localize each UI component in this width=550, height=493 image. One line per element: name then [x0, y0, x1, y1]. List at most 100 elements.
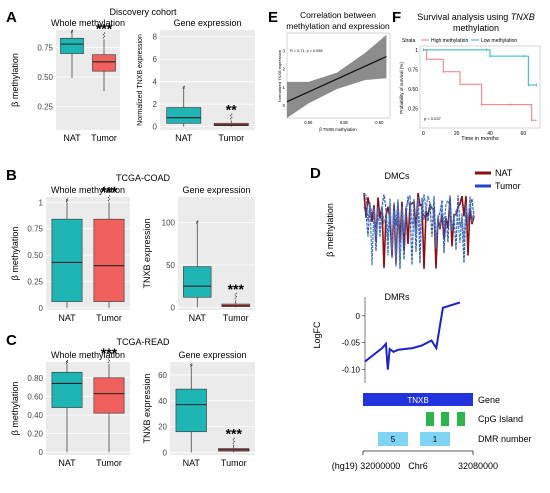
significance-stars: *** [101, 345, 118, 361]
km-curve-low [423, 49, 537, 86]
significance-stars: *** [96, 20, 113, 36]
y-tick-label: 0.20 [27, 430, 43, 439]
x-tick-label: NAT [63, 133, 81, 143]
y-tick-label: 0.50 [27, 251, 43, 260]
y-tick-label: 6 [153, 55, 158, 64]
dmr-logfc-line [364, 301, 461, 370]
e-xlabel: β TNXB methylation [319, 127, 357, 132]
f-legend-strata: Strata [402, 38, 416, 44]
e-annotation: R = 0.71, p = 0.058 [290, 49, 323, 53]
panel-letter-a: A [6, 9, 17, 26]
dmr-box-1 [420, 432, 450, 446]
y-tick-label: -0.05 [342, 339, 361, 348]
y-axis-label: TNXB expression [142, 373, 152, 443]
x-tick-label: NAT [183, 458, 201, 468]
chart-f-survival: Survival analysis using TNXB methylation… [399, 12, 541, 142]
confidence-band [287, 34, 387, 118]
dmc-ylabel: β methylation [325, 203, 335, 257]
chart-d-dmrs: DMRs LogFC 0 -0.05 -0.10 [312, 292, 461, 383]
y-tick-label: 3 [283, 49, 286, 54]
row-label-dmr: DMR number [478, 434, 532, 444]
box-chart-b-expression: 0 50 100 Gene expression TNXB expression NAT T… [142, 185, 255, 323]
gene-bar [363, 393, 473, 406]
x-tick-label: 0.50 [304, 120, 313, 125]
row-label-gene: Gene [478, 395, 500, 405]
dmc-legend-nat: NAT [495, 168, 513, 178]
y-tick-label: 2 [153, 100, 158, 109]
chart-title: Gene expression [178, 350, 246, 360]
y-tick-label: 0.50 [408, 87, 418, 93]
y-tick-label: 0.75 [27, 225, 43, 234]
x-tick-label: Tumor [218, 133, 244, 143]
y-tick-label: 0 [171, 303, 176, 312]
e-title-line1: Correlation between [300, 10, 376, 20]
y-tick-label: 0.60 [27, 392, 43, 401]
f-legend-low: Low methylation [481, 38, 517, 44]
y-tick-label: 0 [163, 448, 168, 457]
f-annotation: p = 0.037 [424, 116, 442, 121]
dmr-number-1: 1 [433, 435, 438, 444]
x-tick-label: NAT [189, 313, 207, 323]
y-axis-label: β methylation [10, 53, 20, 107]
x-tick-label: 60 [521, 131, 527, 137]
panel-letter-f: F [392, 9, 401, 26]
x-tick-label: Tumor [221, 458, 247, 468]
x-tick-label: 40 [487, 131, 493, 137]
cpg-island-1 [426, 412, 434, 426]
y-tick-label: 40 [158, 397, 167, 406]
y-tick-label: 1 [415, 48, 418, 54]
y-axis-label: β methylation [10, 227, 20, 281]
y-tick-label: 60 [158, 371, 167, 380]
box-tumor [93, 218, 125, 302]
y-axis-label: Normalized TNXB expression [137, 34, 144, 126]
e-title-line2: methylation and expression [286, 21, 390, 31]
fit-line [286, 55, 387, 103]
x-tick-label: Tumor [91, 133, 117, 143]
chart-title: Gene expression [173, 18, 241, 28]
y-tick-label: 0 [283, 103, 286, 108]
dmc-line [363, 194, 475, 267]
panel-letter-c: C [6, 332, 17, 349]
f-ylabel: Probability of survival (%) [399, 62, 404, 114]
chart-e-correlation: Correlation between methylation and expr… [277, 10, 391, 132]
f-legend-high: High methylation [431, 38, 468, 44]
chart-title: Whole methylation [51, 18, 125, 28]
significance-stars: *** [226, 426, 243, 442]
box-chart-c-expression: 0 20 40 60 Gene expression TNXB expression NAT… [142, 350, 255, 468]
row-label-cpg: CpG Island [478, 414, 523, 424]
panel-letter-d: D [310, 165, 321, 182]
y-tick-label: 0 [153, 123, 158, 132]
dmr-box-5 [378, 432, 408, 446]
x-tick-label: Tumor [96, 313, 122, 323]
y-tick-label: 0.25 [37, 102, 53, 111]
x-tick-label: NAT [58, 458, 76, 468]
x-tick-label: 0 [422, 131, 425, 137]
y-tick-label: 0.50 [37, 73, 53, 82]
y-tick-label: 0.75 [37, 44, 53, 53]
chart-title: Whole methylation [51, 350, 125, 360]
x-tick-label: NAT [58, 313, 76, 323]
dmc-legend-tumor: Tumor [495, 181, 521, 191]
y-axis-label: TNXB expression [142, 218, 152, 288]
x-tick-label: 20 [454, 131, 460, 137]
panel-letter-e: E [268, 9, 278, 26]
dmr-title: DMRs [385, 292, 410, 302]
f-xlabel: Time in months [461, 136, 499, 142]
y-tick-label: 0.40 [27, 411, 43, 420]
e-ylabel: Normalized TNXB expression [277, 50, 282, 102]
f-title-line2: methylation [453, 23, 499, 33]
box-tumor [92, 54, 116, 72]
dmc-line [363, 194, 475, 270]
chart-title: Gene expression [182, 185, 250, 195]
y-tick-label: 100 [162, 218, 176, 227]
cpg-island-2 [441, 412, 449, 426]
x-tick-label: 0.55 [340, 120, 349, 125]
cohort-title-read: TCGA-READ [116, 337, 170, 347]
y-tick-label: 50 [166, 261, 175, 270]
gene-name: TNXB [407, 396, 428, 405]
box-chart-c-methylation: 0 0.20 0.40 0.60 0.80 Whole methylation β meth… [10, 345, 130, 468]
x-tick-label: Tumor [96, 458, 122, 468]
box-chart-a-expression: 0 2 4 6 8 Gene expression Normalized TNXB expr… [137, 18, 255, 143]
x-tick-label: NAT [175, 133, 193, 143]
